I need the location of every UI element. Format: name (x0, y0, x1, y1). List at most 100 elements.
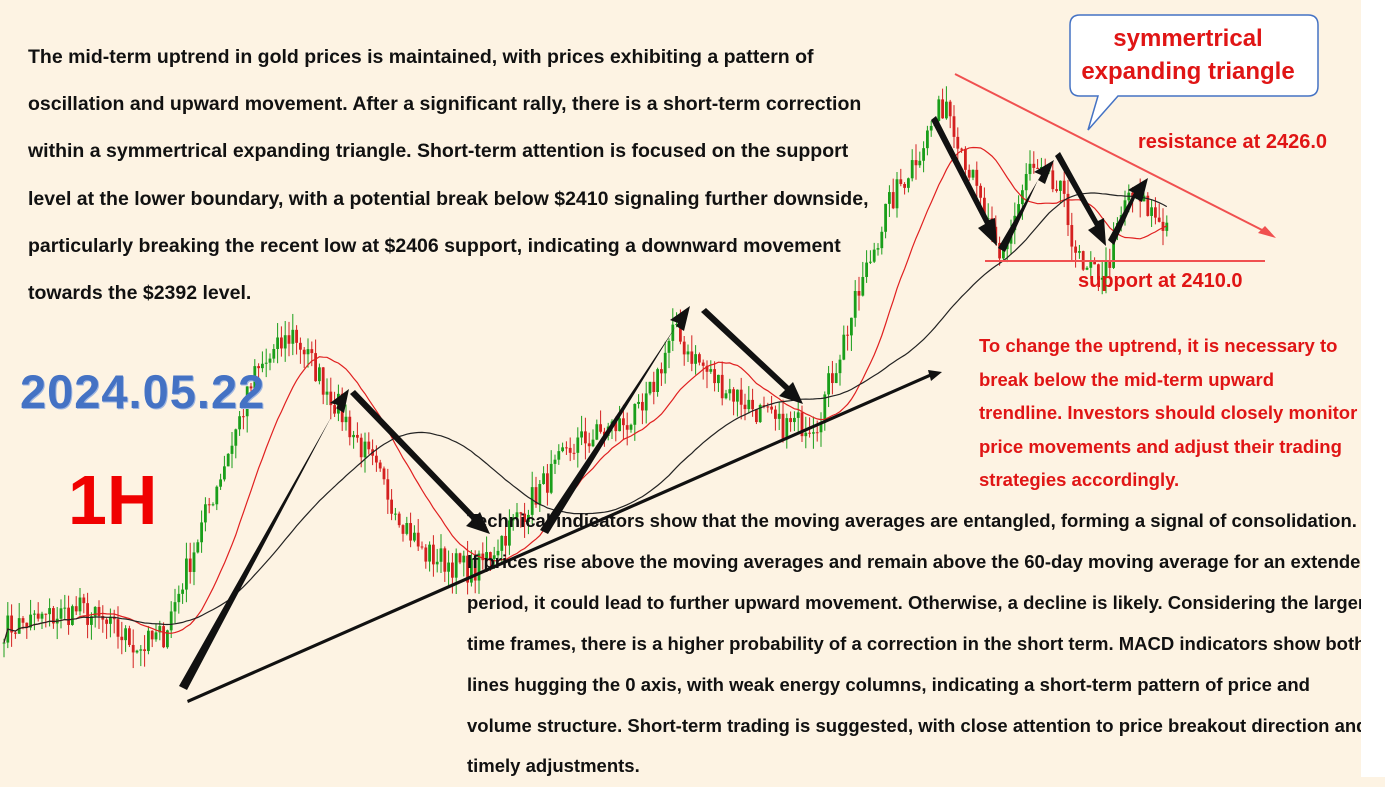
candle-body (169, 611, 173, 631)
candle-body (1146, 195, 1150, 216)
candle-body (405, 523, 409, 534)
candle-body (287, 335, 291, 344)
candle-body (329, 391, 333, 406)
candle-body (941, 99, 944, 119)
candle-body (86, 603, 89, 625)
candle-body (143, 649, 146, 652)
candle-body (1142, 195, 1146, 202)
candle-body (1104, 260, 1108, 278)
candle-body (884, 203, 887, 232)
candle-body (1097, 264, 1100, 280)
candle-body (124, 628, 127, 641)
candle-body (853, 290, 857, 318)
candle-body (485, 552, 488, 561)
candle-body (420, 546, 424, 548)
candle-body (188, 558, 192, 572)
candle-body (660, 369, 663, 374)
candle-body (1112, 232, 1115, 268)
candle-body (82, 597, 86, 604)
candle-body (766, 406, 770, 408)
candle-body (857, 290, 861, 296)
candle-body (17, 618, 21, 634)
candle-body (356, 434, 359, 438)
candle-body (1062, 180, 1066, 194)
candle-body (842, 334, 846, 360)
candle-body (599, 424, 602, 432)
candle-body (910, 160, 914, 179)
candle-body (865, 262, 868, 277)
candle-body (147, 630, 150, 652)
candle-body (504, 535, 507, 546)
candle-body (652, 381, 656, 393)
candle-body (861, 276, 865, 296)
candle-body (226, 453, 230, 467)
candle-body (728, 389, 732, 394)
callout-bubble (1069, 14, 1319, 131)
down-arrow-1 (350, 390, 490, 534)
candle-body (850, 317, 853, 336)
candle-body (1150, 207, 1153, 216)
candle-body (542, 473, 545, 484)
candle-body (154, 632, 158, 640)
candle-body (637, 401, 640, 404)
candle-body (215, 486, 219, 505)
candle-body (903, 184, 906, 188)
candle-body (382, 468, 386, 480)
candle-body (876, 248, 880, 250)
candle-body (971, 169, 975, 178)
candle-body (207, 504, 211, 506)
candle-body (633, 403, 637, 425)
candle-body (413, 532, 416, 541)
candle-body (253, 366, 257, 389)
candle-body (926, 130, 929, 149)
candle-body (105, 619, 108, 624)
callout-shape (1069, 14, 1319, 131)
technical-indicators-paragraph: Technical indicators show that the movin… (467, 510, 1372, 777)
candle-body (245, 386, 249, 417)
candle-body (204, 504, 207, 523)
candle-body (295, 329, 298, 343)
candle-body (1032, 163, 1036, 168)
candle-body (416, 532, 420, 547)
candle-body (230, 445, 234, 454)
candle-body (796, 412, 800, 418)
candle-body (302, 349, 306, 355)
candle-body (489, 552, 492, 559)
candle-body (314, 353, 317, 382)
candle-body (128, 628, 131, 645)
candle-body (344, 416, 348, 423)
candle-body (131, 644, 135, 653)
down-arrow-3 (931, 116, 997, 246)
candle-body (948, 101, 952, 117)
candle-body (470, 559, 473, 583)
candle-body (785, 418, 789, 440)
candle-body (1074, 246, 1077, 253)
candle-body (523, 513, 526, 522)
candle-body (272, 348, 276, 359)
candle-body (192, 552, 196, 572)
trend-change-paragraph: To change the uptrend, it is necessary t… (979, 335, 1358, 491)
candle-body (454, 553, 458, 578)
candle-body (622, 418, 625, 426)
resistance-line (954, 73, 1267, 233)
candle-body (705, 365, 709, 372)
candle-body (831, 373, 834, 384)
candle-body (1078, 251, 1081, 253)
candle-body (1055, 189, 1058, 191)
candle-body (25, 622, 29, 628)
candle-body (751, 399, 754, 410)
candle-body (838, 359, 842, 374)
up-arrow-1 (179, 389, 349, 690)
candle-body (268, 358, 272, 363)
candle-body (458, 553, 462, 563)
candle-body (242, 416, 245, 418)
candle-body (819, 422, 823, 433)
candle-body (690, 351, 694, 364)
candle-body (325, 391, 329, 395)
candle-body (800, 412, 804, 437)
candle-body (998, 242, 1001, 259)
candle-body (549, 463, 553, 493)
candle-body (435, 561, 439, 565)
candle-body (375, 455, 378, 463)
candle-body (306, 349, 310, 355)
